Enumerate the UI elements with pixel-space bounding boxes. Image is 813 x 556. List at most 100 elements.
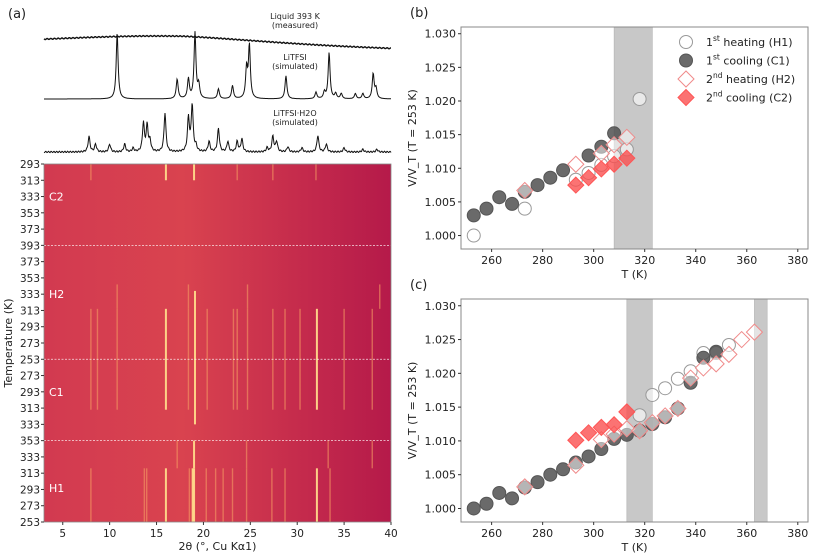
heatmap-peak-line [206, 308, 208, 410]
data-point-diamond-open [745, 323, 764, 341]
heatmap-peak-line [90, 164, 92, 181]
data-point-diamond-filled [618, 403, 636, 421]
heatmap-peak-line [272, 164, 274, 181]
heatmap-peak-line [116, 284, 118, 309]
x-tick-label: 25 [244, 528, 257, 540]
heatmap-peak-line [116, 308, 118, 410]
data-point-diamond-open [516, 478, 534, 496]
data-point-diamond-open [605, 136, 623, 154]
y-tick-label: 353 [20, 273, 40, 285]
data-point-circle-filled [492, 190, 507, 205]
legend-marker [679, 53, 693, 68]
x-tick-label: 260 [481, 254, 502, 267]
heatmap-peak-line [191, 468, 194, 522]
data-point-circle-filled [505, 196, 520, 211]
data-point-circle-filled [479, 496, 494, 511]
trace-sublabel: (measured) [272, 21, 318, 30]
xrd-trace-0 [43, 34, 391, 50]
heatmap-peak-line [379, 284, 381, 309]
heatmap-peak-line [315, 164, 317, 181]
heatmap-peak-line [246, 284, 249, 309]
heatmap-peak-line [193, 468, 196, 522]
heatmap-peak-line [245, 440, 248, 469]
legend-text: cooling (C2) [723, 92, 793, 105]
y-tick-label: 333 [20, 289, 40, 301]
heatmap-peak-line [90, 468, 92, 522]
heatmap-peak-line [187, 284, 190, 309]
heatmap-peak-line [284, 468, 286, 522]
y-tick-label: 273 [20, 501, 40, 513]
heatmap-peak-line [143, 468, 146, 522]
data-point-circle-open [517, 201, 532, 216]
y-tick-label: 273 [20, 338, 40, 350]
data-point-diamond-filled [618, 149, 636, 167]
y-tick-label: 373 [20, 257, 40, 269]
heatmap-peak-line [145, 468, 148, 522]
data-point-circle-filled [479, 201, 494, 216]
x-tick-label: 260 [481, 527, 502, 540]
data-point-diamond-filled [567, 431, 585, 449]
x-tick-label: 10 [103, 528, 116, 540]
data-point-diamond-open [656, 407, 674, 425]
x-tick-label: 300 [583, 254, 604, 267]
x-tick-label: 320 [634, 527, 655, 540]
data-point-circle-open [466, 228, 481, 243]
data-point-circle-open [645, 387, 660, 402]
y-tick-label: 1.005 [425, 469, 457, 482]
x-tick-label: 380 [787, 527, 808, 540]
y-tick-label: 1.010 [425, 162, 457, 175]
heatmap-peak-line [315, 468, 318, 522]
data-point-diamond-filled [605, 415, 623, 434]
y-tick-label: 1.030 [425, 28, 457, 41]
data-point-diamond-open [707, 355, 725, 373]
heatmap-peak-line [315, 308, 318, 410]
data-point-circle-filled [505, 491, 520, 506]
heatmap-peak-line [231, 468, 234, 522]
y-axis-label: V/V_T (T = 253 K) [406, 89, 419, 187]
data-point-diamond-filled [579, 424, 598, 442]
heatmap-peak-line [271, 468, 273, 522]
data-point-diamond-filled [567, 176, 585, 194]
data-point-circle-filled [530, 178, 545, 193]
legend-text: cooling (C1) [720, 55, 790, 68]
data-point-circle-filled [581, 148, 596, 163]
trace-sublabel: (simulated) [272, 62, 318, 71]
y-tick-label: 333 [20, 192, 40, 204]
y-tick-label: 1.010 [425, 435, 457, 448]
y-tick-label: 1.020 [425, 367, 457, 380]
data-point-diamond-filled [592, 160, 611, 178]
y-tick-label: 1.015 [425, 401, 457, 414]
data-point-diamond-open [681, 369, 700, 387]
plot-frame [460, 26, 809, 250]
legend-ordinal-suffix: nd [713, 90, 723, 99]
trace-sublabel: (simulated) [272, 118, 318, 127]
data-point-diamond-open [643, 413, 662, 432]
legend-ordinal-number: 2 [706, 73, 713, 86]
y-tick-label: 393 [20, 240, 40, 252]
legend-entry: 2nd cooling (C2) [706, 90, 792, 105]
x-tick-label: 360 [736, 527, 757, 540]
y-tick-label: 293 [20, 387, 40, 399]
x-tick-label: 280 [532, 527, 553, 540]
y-tick-label: 313 [20, 305, 40, 317]
x-tick-label: 40 [384, 528, 397, 540]
legend-entry: 1st cooling (C1) [706, 53, 790, 68]
legend-ordinal-number: 2 [706, 92, 713, 105]
heatmap-peak-line [193, 440, 196, 469]
segment-label: C2 [49, 191, 64, 204]
y-tick-label: 373 [20, 224, 40, 236]
y-tick-label: 253 [20, 517, 40, 529]
legend-ordinal-number: 1 [706, 36, 713, 49]
data-point-circle-open [632, 91, 647, 106]
heatmap-peak-line [245, 468, 248, 522]
data-point-diamond-open [516, 181, 534, 200]
segment-label: C1 [49, 386, 64, 399]
data-point-circle-open [658, 381, 673, 396]
panel-label: (b) [410, 6, 428, 21]
y-tick-label: 1.000 [425, 230, 457, 243]
y-tick-label: 1.025 [425, 61, 457, 74]
x-tick-label: 300 [583, 527, 604, 540]
data-point-circle-open [632, 408, 647, 423]
y-tick-label: 333 [20, 452, 40, 464]
y-tick-label: 1.020 [425, 95, 457, 108]
